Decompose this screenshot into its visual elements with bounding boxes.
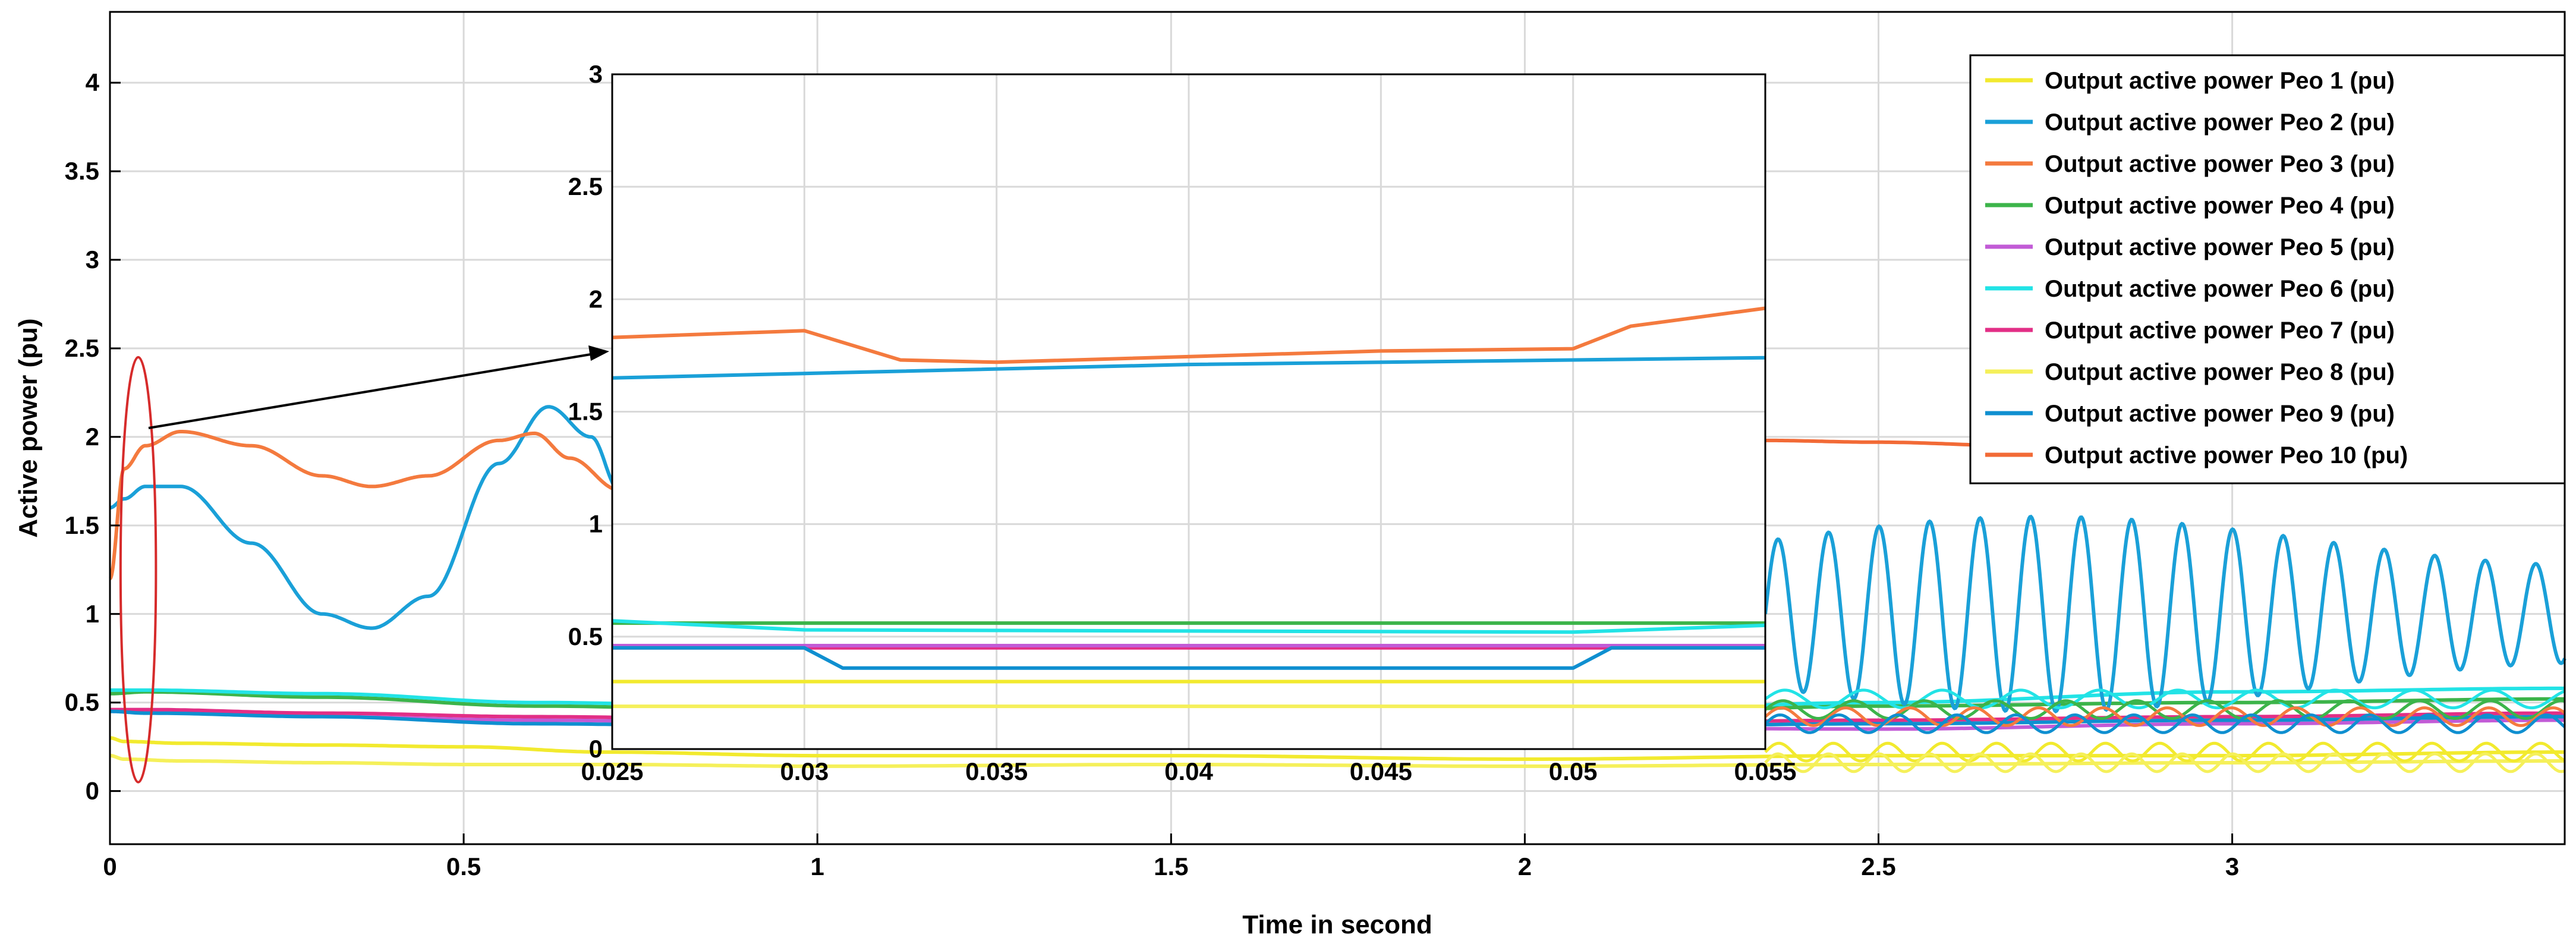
series-lowband-wiggle <box>1764 706 2566 727</box>
main-x-tick-label: 0 <box>103 853 116 880</box>
inset-ticks: 0.025 0.03 0.035 0.04 0.045 0.05 0.055 0 0.5 1 1.5… <box>568 60 1797 785</box>
inset-y-tick-label: 0.5 <box>568 622 603 650</box>
inset-series-line <box>612 356 1766 380</box>
inset-x-tick-label: 0.055 <box>1734 757 1796 785</box>
main-x-tick-label: 2 <box>1518 853 1532 880</box>
zoom-callout-ellipse <box>119 356 158 784</box>
inset-series <box>612 306 1766 709</box>
main-y-tick-label: 0.5 <box>65 688 99 716</box>
main-y-tick-label: 3.5 <box>65 157 99 185</box>
main-y-tick-label: 0 <box>86 777 99 805</box>
inset-x-tick-label: 0.035 <box>965 757 1028 785</box>
inset-y-tick-label: 0 <box>589 735 603 763</box>
main-y-tick-label: 2.5 <box>65 334 99 362</box>
inset-plot-frame <box>611 73 1766 750</box>
legend-entry-label: Output active power Peo 3 (pu) <box>2045 151 2395 177</box>
inset-y-tick-label: 1.5 <box>568 398 603 426</box>
main-y-tick-label: 1 <box>86 600 99 628</box>
legend-entry-label: Output active power Peo 8 (pu) <box>2045 359 2395 385</box>
series-line-peo-8 <box>110 754 2565 768</box>
main-x-tick-label: 1 <box>811 853 824 880</box>
legend-entry-label: Output active power Peo 5 (pu) <box>2045 234 2395 260</box>
inset-y-tick-label: 2 <box>589 285 603 313</box>
inset-series-line <box>612 646 1765 670</box>
series-lowband-wiggle <box>1764 713 2566 734</box>
inset-x-tick-label: 0.03 <box>780 757 829 785</box>
series-line-peo-2 <box>110 405 620 630</box>
legend-box <box>1969 54 2566 485</box>
legend-entry-label: Output active power Peo 1 (pu) <box>2045 68 2395 94</box>
series-oscillation-peo-2 <box>1763 514 2566 714</box>
legend-entry-label: Output active power Peo 9 (pu) <box>2045 401 2395 427</box>
legend-entry-label: Output active power Peo 4 (pu) <box>2045 193 2395 219</box>
inset-zoom-chart: 0.025 0.03 0.035 0.04 0.045 0.05 0.055 0 0.5 1 1.5… <box>568 60 1797 785</box>
inset-x-tick-label: 0.045 <box>1350 757 1412 785</box>
main-ticks: 0 0.5 1 1.5 2 2.5 3 0 0.5 1 1.5 2 2.5 3 3.5 4 <box>65 68 2240 880</box>
x-axis-label: Time in second <box>1242 910 1432 939</box>
legend-entry-label: Output active power Peo 2 (pu) <box>2045 109 2395 136</box>
series-line-peo-3 <box>109 430 620 580</box>
legend-entry-label: Output active power Peo 6 (pu) <box>2045 276 2395 302</box>
legend: Output active power Peo 1 (pu) Output act… <box>1969 54 2566 485</box>
main-x-tick-label: 2.5 <box>1861 853 1895 880</box>
main-y-tick-label: 1.5 <box>65 511 99 539</box>
main-x-tick-label: 0.5 <box>446 853 481 880</box>
inset-y-tick-label: 2.5 <box>568 172 603 200</box>
series-lowband-wiggle <box>1764 741 2566 763</box>
series-line-peo-1 <box>110 736 2565 761</box>
legend-entry-label: Output active power Peo 7 (pu) <box>2045 317 2395 344</box>
main-y-tick-label: 3 <box>86 246 99 273</box>
inset-y-tick-label: 3 <box>589 60 603 88</box>
inset-series-line <box>612 619 1766 634</box>
series-lowband-wiggle <box>1764 752 2565 773</box>
main-x-tick-label: 3 <box>2225 853 2239 880</box>
inset-series-line <box>612 306 1766 364</box>
series-lowband-wiggle <box>1764 688 2565 710</box>
inset-x-tick-label: 0.05 <box>1549 757 1598 785</box>
inset-y-tick-label: 1 <box>589 510 603 538</box>
zoom-callout-arrowhead <box>588 345 609 361</box>
main-y-tick-label: 2 <box>86 423 99 451</box>
main-x-tick-label: 1.5 <box>1154 853 1188 880</box>
inset-x-tick-label: 0.025 <box>581 757 643 785</box>
legend-entry-label: Output active power Peo 10 (pu) <box>2045 442 2408 468</box>
zoom-callout-arrow <box>148 353 595 429</box>
y-axis-label: Active power (pu) <box>14 318 43 537</box>
inset-x-tick-label: 0.04 <box>1164 757 1213 785</box>
main-y-tick-label: 4 <box>86 68 100 96</box>
